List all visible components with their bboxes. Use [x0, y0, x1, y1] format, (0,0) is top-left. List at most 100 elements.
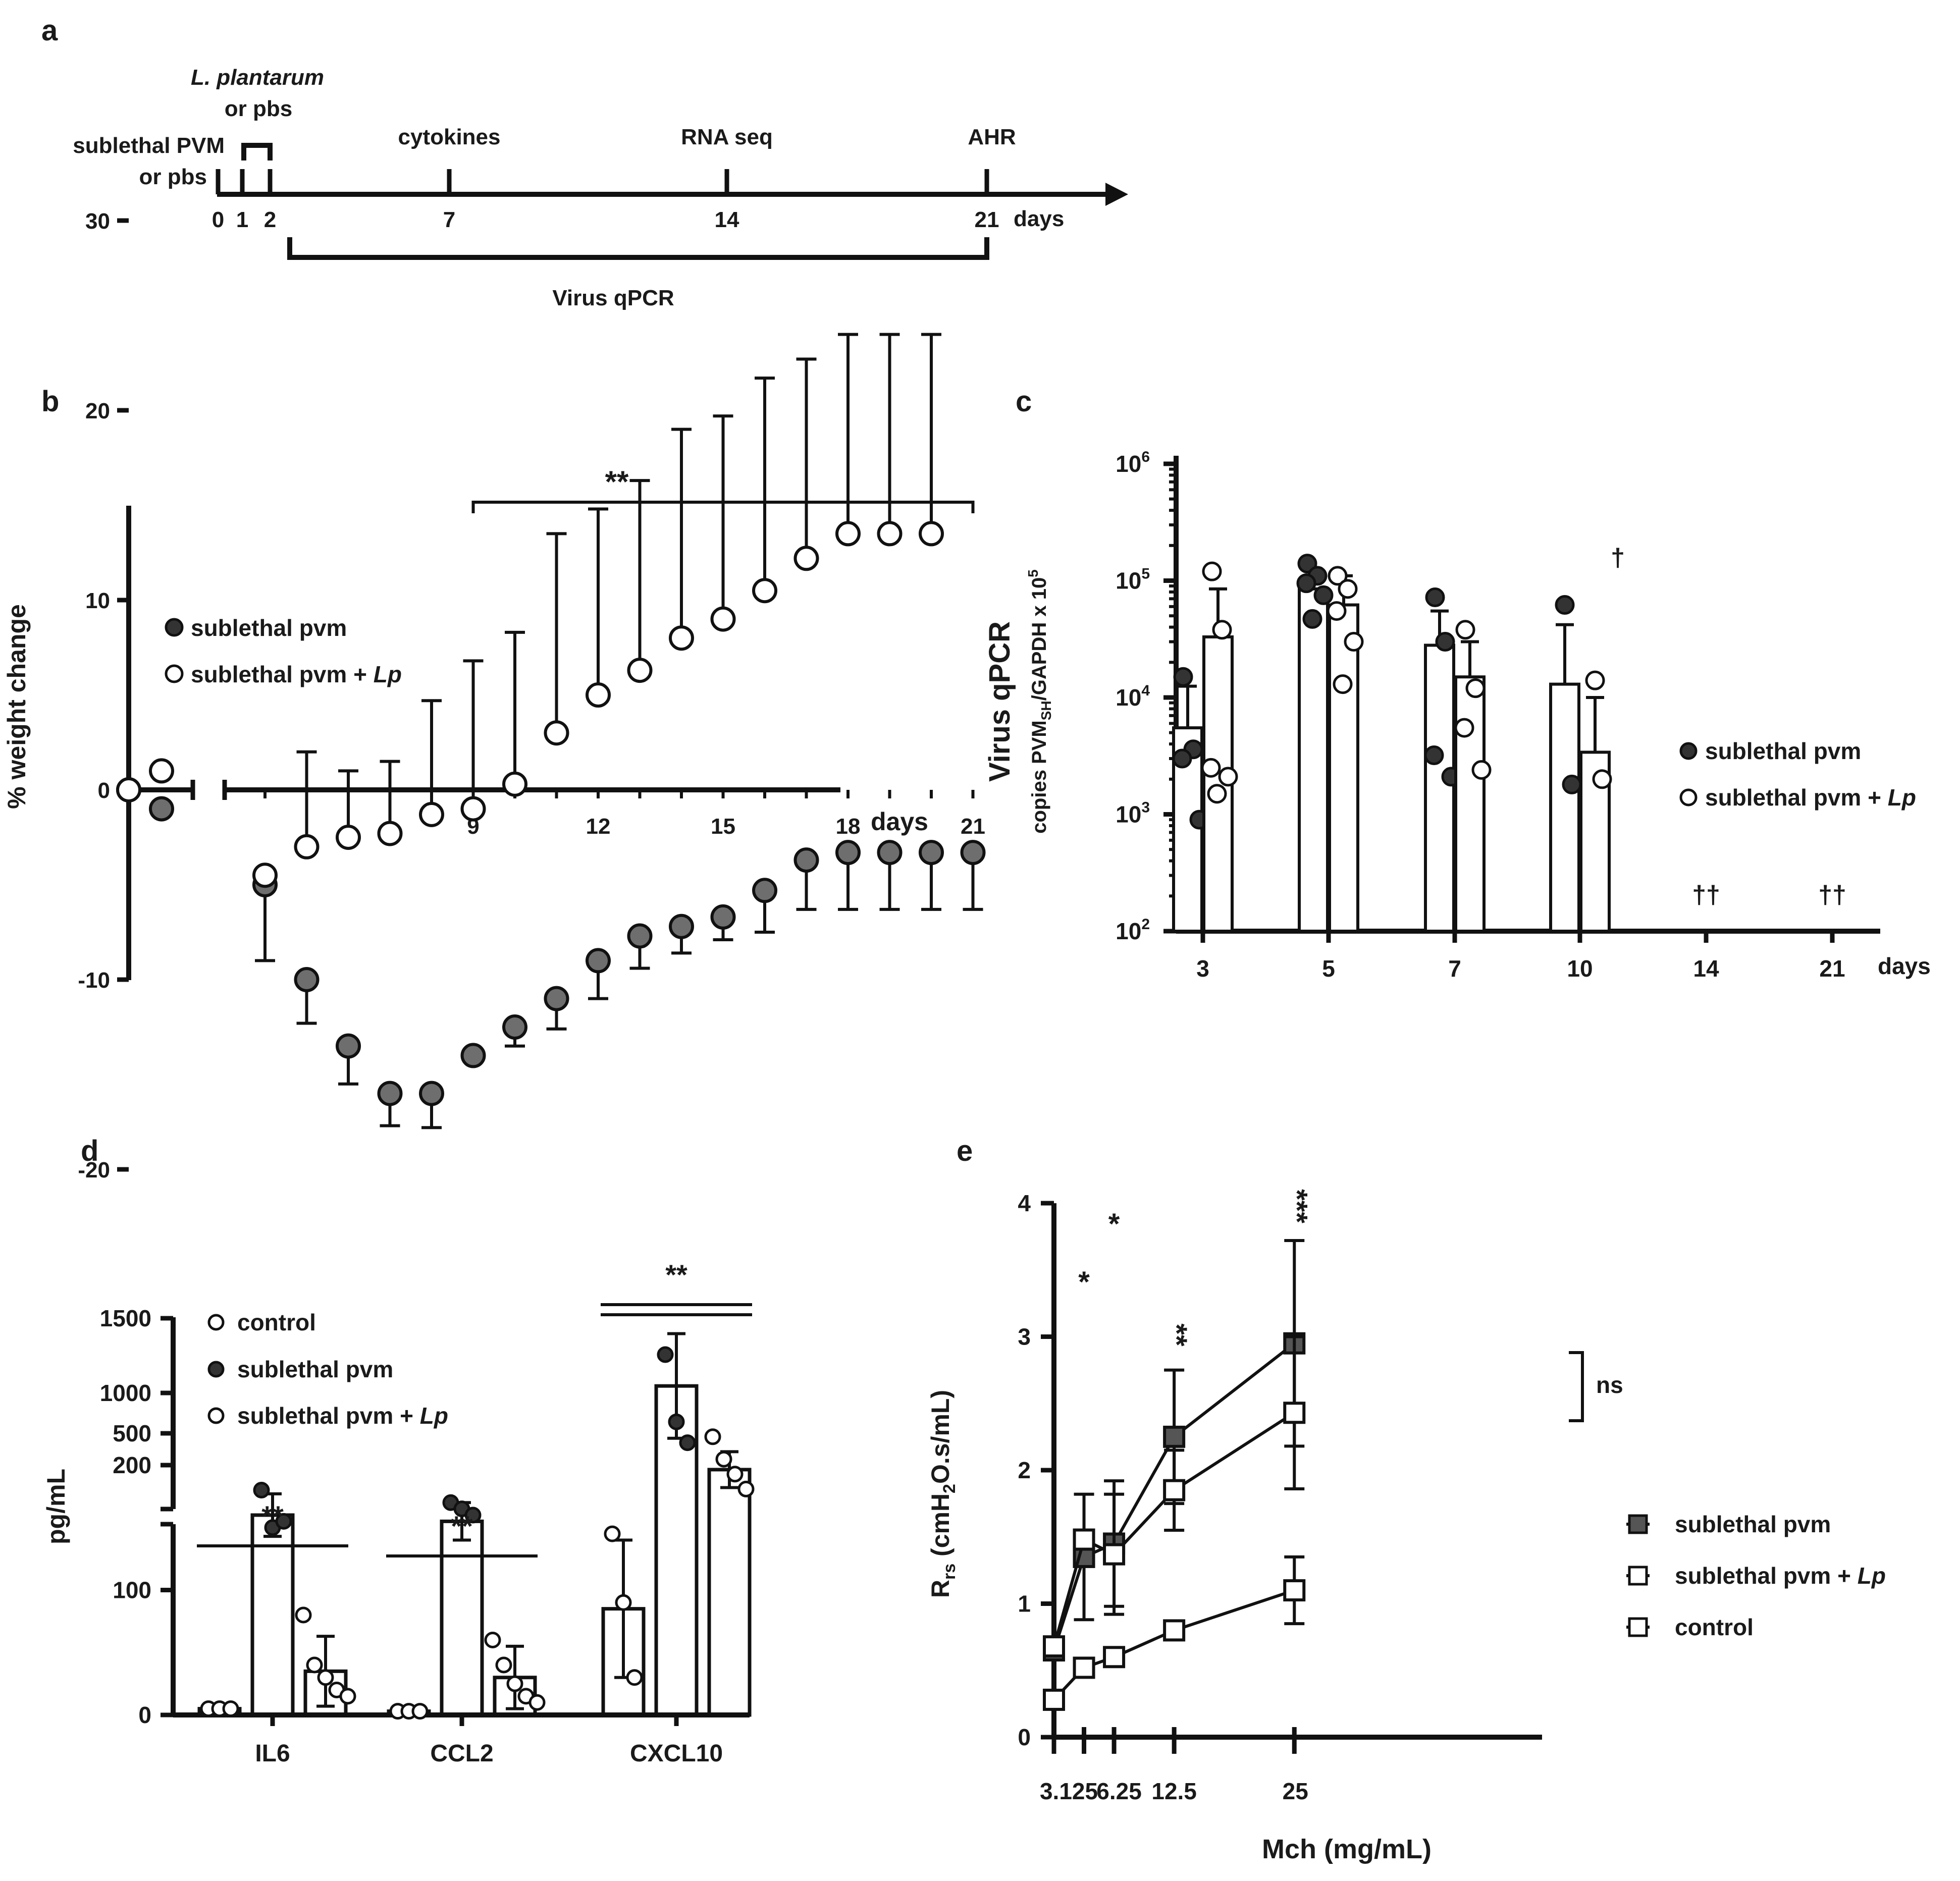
- x-tick-label-e: 3.125: [1040, 1778, 1098, 1804]
- data-point-b: [960, 840, 986, 866]
- bar-c: [1298, 587, 1329, 933]
- significance-label-d: **: [665, 1259, 687, 1291]
- y-sub-part3: /GAPDH x 10: [1028, 577, 1050, 701]
- y-axis-title-e: Rrs (cmH2O.s/mL): [926, 1390, 959, 1598]
- y-e-part1: R: [926, 1580, 955, 1598]
- legend-label-d: control: [237, 1309, 316, 1335]
- data-point-d: [253, 1482, 270, 1498]
- significance-label-e: **: [1160, 1323, 1193, 1347]
- x-tick-label-c: 7: [1448, 955, 1461, 982]
- data-point-b: [752, 578, 777, 604]
- y-e-part3: (cmH: [926, 1493, 955, 1564]
- data-point-b: [544, 986, 569, 1011]
- data-point-d: [737, 1480, 755, 1497]
- data-point-c: [1207, 784, 1227, 804]
- x-tick-label-b: 21: [961, 814, 985, 839]
- data-point-c: [1435, 632, 1455, 652]
- data-point-c: [1338, 579, 1358, 599]
- significance-label-e: ***: [1280, 1189, 1313, 1223]
- legend-label-e-part: Lp: [1858, 1563, 1886, 1589]
- data-point-d: [704, 1428, 721, 1445]
- data-point-e: [1073, 1656, 1095, 1679]
- bar-c: [1424, 643, 1455, 933]
- infection-label-2: or pbs: [139, 165, 207, 189]
- x-axis-title-b: days: [871, 808, 928, 836]
- data-point-d: [275, 1513, 292, 1530]
- timeline-tick-label: 21: [975, 207, 999, 232]
- data-point-b: [669, 625, 694, 651]
- y-tick-label-b: -10: [78, 968, 110, 993]
- data-point-b: [793, 847, 819, 873]
- legend-label-d-part: Lp: [420, 1403, 448, 1429]
- data-point-b: [586, 682, 611, 708]
- legend-label-c-part: Lp: [1888, 784, 1916, 811]
- panel-label-c: c: [1016, 385, 1032, 418]
- data-point-c: [1424, 745, 1444, 766]
- data-point-d: [411, 1703, 429, 1720]
- data-point-e: [1103, 1543, 1126, 1566]
- bar-d: [654, 1384, 699, 1717]
- data-point-b: [294, 834, 320, 859]
- y-tick-label-b: 30: [85, 209, 110, 234]
- x-tick-label-c: 10: [1567, 955, 1593, 982]
- legend-label-e: sublethal pvm + Lp: [1675, 1563, 1886, 1589]
- y-tick-base: 10: [1116, 918, 1141, 944]
- legend-marker-b: [165, 618, 184, 637]
- timeline-arrowhead: [1105, 183, 1128, 206]
- legend-marker-d: [207, 1407, 225, 1424]
- panel-label-d: d: [81, 1135, 98, 1167]
- data-point-b: [919, 840, 944, 866]
- series-line-e: [1052, 1589, 1295, 1701]
- y-tick-label-d: 1500: [100, 1305, 151, 1331]
- x-tick-label-d: CXCL10: [630, 1740, 723, 1767]
- panel-label-a: a: [41, 14, 58, 47]
- legend-marker-c: [1679, 742, 1698, 760]
- data-point-d: [715, 1450, 732, 1468]
- legend-label-d-part: sublethal pvm +: [237, 1403, 420, 1429]
- significance-label-e: *: [1078, 1266, 1090, 1299]
- data-point-c: [1592, 769, 1612, 789]
- legend-marker-b: [165, 664, 184, 683]
- data-point-e: [1283, 1579, 1306, 1602]
- y-sub-part2: SH: [1038, 701, 1054, 720]
- legend-marker-e: [1628, 1617, 1648, 1637]
- significance-label-b: **: [605, 465, 629, 499]
- annotation-c: ††: [1818, 881, 1846, 909]
- data-point-b: [460, 1043, 486, 1068]
- panel-e-ahr: e Rrs (cmH2O.s/mL) Mch (mg/mL) 012343.12…: [926, 1135, 1886, 1864]
- legend-label-b-part: sublethal pvm +: [191, 661, 374, 687]
- data-point-d: [484, 1632, 501, 1648]
- x-tick-label-d: CCL2: [430, 1740, 493, 1767]
- significance-label-d: **: [451, 1510, 473, 1542]
- y-tick-label-d: 100: [113, 1577, 151, 1603]
- data-point-c: [1471, 760, 1492, 780]
- y-tick-label-b: 10: [85, 588, 110, 613]
- data-point-b: [149, 796, 174, 822]
- legend-marker-d: [207, 1361, 225, 1378]
- data-point-c: [1202, 561, 1222, 581]
- data-point-b: [419, 1081, 444, 1106]
- legend-label-c: sublethal pvm: [1705, 738, 1861, 764]
- y-tick-label-d: 0: [138, 1702, 151, 1728]
- panel-d-cytokines: d pg/mL 0 100 200 500 1000 1500 IL6 ** CCL2 ** CXC…: [42, 1135, 755, 1767]
- legend-label-d: sublethal pvm + Lp: [237, 1403, 448, 1429]
- data-point-d: [339, 1688, 356, 1705]
- y-tick-label-d: 1000: [100, 1380, 151, 1406]
- data-point-b: [835, 521, 861, 547]
- data-point-b: [877, 521, 903, 547]
- x-tick-label-c: 21: [1819, 955, 1845, 982]
- y-tick-label-e: 4: [1018, 1190, 1031, 1216]
- y-e-part5: O.s/mL): [926, 1390, 955, 1484]
- timeline-tick-label: 1: [236, 207, 248, 232]
- legend-marker-e: [1628, 1514, 1648, 1534]
- legend-label-c: sublethal pvm + Lp: [1705, 784, 1916, 811]
- x-tick-label-b: 12: [586, 814, 611, 839]
- data-point-b: [419, 801, 444, 827]
- data-point-c: [1585, 670, 1605, 690]
- legend-marker-c: [1679, 788, 1698, 807]
- timeline-tick-label: 14: [715, 207, 739, 232]
- virus-qpcr-range-label: Virus qPCR: [552, 286, 674, 310]
- virus-qpcr-range: [287, 237, 989, 260]
- annotation-c: ††: [1692, 881, 1720, 909]
- data-point-b: [377, 821, 403, 846]
